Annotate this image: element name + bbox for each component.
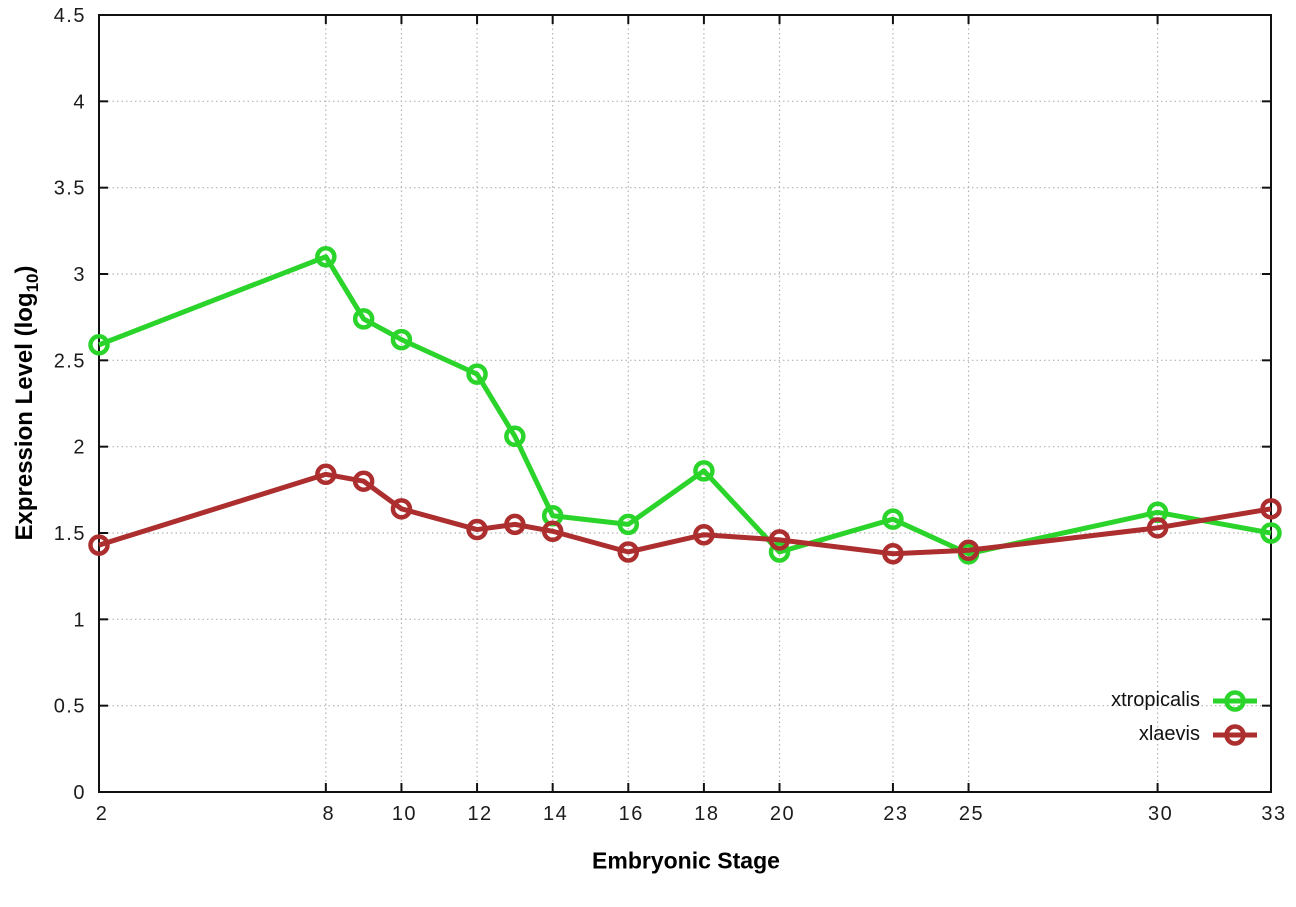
x-tick-label: 18 (694, 803, 719, 825)
x-tick-label: 30 (1148, 803, 1173, 825)
legend: xtropicalis xlaevis (1111, 684, 1258, 751)
x-tick-label: 16 (619, 803, 644, 825)
marker-xlaevis (541, 520, 564, 543)
marker-xlaevis (1146, 517, 1169, 539)
y-tick-label: 1.5 (54, 523, 86, 545)
marker-xlaevis (768, 529, 791, 551)
marker-xlaevis (617, 541, 640, 563)
y-tick-label: 0 (73, 782, 86, 804)
marker-xlaevis (88, 534, 110, 556)
x-tick-label: 14 (543, 803, 568, 825)
x-tick-label: 33 (1261, 803, 1286, 825)
marker-xtropicalis (768, 541, 791, 563)
x-tick-label: 10 (392, 803, 417, 825)
marker-xtropicalis (466, 363, 488, 385)
marker-xtropicalis (617, 513, 640, 536)
y-tick-label: 2 (73, 437, 86, 459)
y-tick-label: 0.5 (54, 696, 86, 718)
y-axis-label-subscript: 10 (23, 273, 42, 293)
marker-xtropicalis (504, 425, 526, 448)
x-tick-label: 8 (323, 803, 336, 825)
marker-xtropicalis (390, 328, 413, 351)
x-tick-label: 23 (883, 803, 908, 825)
xlaevis-marker-icon (1213, 723, 1257, 746)
y-axis-label-close: ) (11, 265, 38, 274)
marker-xtropicalis (1260, 522, 1282, 544)
y-tick-label: 3.5 (54, 178, 86, 200)
y-axis-label: Expression Level (log10) (11, 266, 43, 541)
x-tick-label: 20 (770, 803, 795, 825)
y-tick-label: 4 (73, 91, 86, 113)
y-tick-label: 1 (73, 609, 86, 631)
legend-item-xtropicalis: xtropicalis (1111, 684, 1258, 717)
marker-xtropicalis (693, 460, 715, 482)
plot-border (98, 14, 1272, 793)
series-line-xtropicalis (98, 254, 1272, 557)
marker-xlaevis (504, 513, 526, 536)
legend-item-xlaevis: xlaevis (1139, 718, 1258, 751)
y-axis-label-text: Expression Level (log (11, 292, 38, 541)
marker-xlaevis (957, 539, 980, 562)
y-tick-label: 4.5 (54, 5, 86, 27)
marker-xtropicalis (882, 508, 904, 530)
marker-xlaevis (1260, 498, 1282, 520)
marker-xtropicalis (352, 308, 375, 330)
x-axis-label: Embryonic Stage (592, 847, 780, 874)
y-tick-label: 2.5 (54, 350, 86, 372)
x-tick-label: 25 (959, 803, 984, 825)
marker-xlaevis (390, 498, 413, 520)
marker-xlaevis (693, 523, 715, 546)
x-tick-label: 12 (467, 803, 492, 825)
x-tick-label: 2 (96, 803, 109, 825)
marker-xlaevis (315, 463, 337, 486)
xtropicalis-marker-icon (1213, 689, 1257, 712)
marker-xlaevis (466, 518, 488, 541)
marker-xtropicalis (315, 245, 337, 268)
y-tick-label: 3 (73, 264, 86, 286)
marker-xtropicalis (88, 334, 110, 356)
legend-label-xlaevis: xlaevis (1138, 723, 1200, 745)
legend-label-xtropicalis: xtropicalis (1111, 689, 1200, 711)
marker-xlaevis (352, 470, 375, 492)
marker-xlaevis (882, 542, 904, 565)
